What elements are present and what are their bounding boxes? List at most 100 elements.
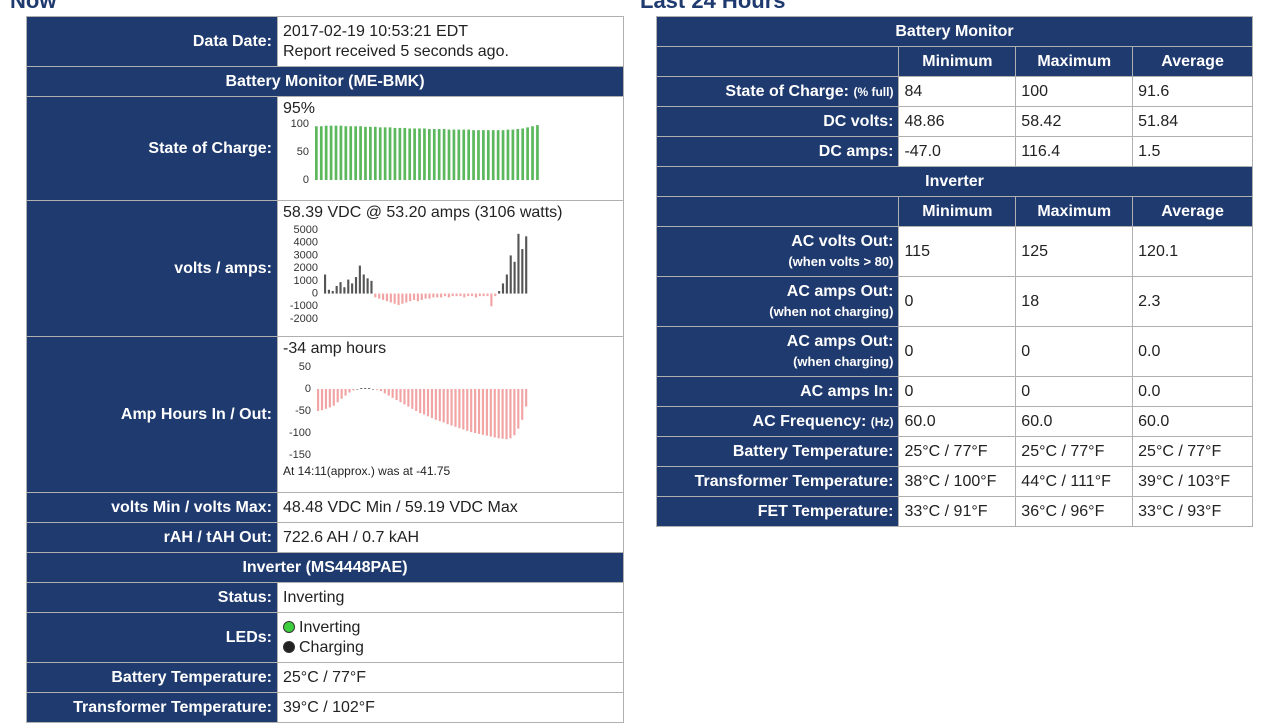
- value-cell: 125: [1015, 226, 1134, 277]
- y-tick-label: 0: [305, 383, 311, 395]
- row-label: State of Charge:: [26, 96, 278, 201]
- column-header: Minimum: [898, 46, 1017, 77]
- bar: [501, 283, 505, 294]
- bar: [344, 389, 347, 396]
- value-cell: -47.0: [898, 136, 1017, 167]
- row-label: AC volts Out: (when volts > 80): [655, 226, 900, 277]
- bar: [450, 389, 453, 426]
- bar: [511, 129, 515, 180]
- bar: [423, 128, 426, 180]
- bar: [531, 126, 534, 180]
- bar: [442, 129, 446, 180]
- row-label: AC amps In:: [655, 376, 900, 407]
- bar: [343, 287, 346, 294]
- bar: [481, 389, 485, 435]
- bar: [339, 125, 343, 180]
- bar: [364, 126, 367, 180]
- y-tick-label: 100: [291, 118, 309, 130]
- bar: [443, 293, 447, 297]
- bar: [368, 388, 371, 389]
- bar: [344, 126, 348, 180]
- bar: [509, 389, 512, 439]
- led-text: Charging: [299, 638, 364, 656]
- value-cell: 60.0: [1132, 406, 1253, 437]
- ah-note: At 14:11(approx.) was at -41.75: [283, 464, 451, 478]
- bar: [462, 389, 465, 430]
- bar: [334, 125, 338, 180]
- bar: [501, 130, 505, 180]
- now-heading: Now: [10, 0, 57, 13]
- value-text: 39°C / 102°F: [283, 698, 375, 716]
- bar: [358, 265, 361, 294]
- column-header: Average: [1132, 196, 1253, 227]
- bar: [426, 389, 430, 417]
- bar: [340, 389, 343, 399]
- column-header: Average: [1132, 46, 1253, 77]
- y-tick-label: -50: [295, 405, 311, 417]
- cell-text: 25°C / 77°F: [1138, 442, 1222, 460]
- value-cell: 60.0: [1015, 406, 1134, 437]
- row-label: volts / amps:: [26, 200, 278, 337]
- bar: [467, 293, 470, 297]
- label-text: AC amps Out:: [786, 282, 894, 300]
- row-label: DC volts:: [655, 106, 900, 137]
- value-cell: 48.48 VDC Min / 59.19 VDC Max: [277, 492, 624, 523]
- value-cell: 51.84: [1132, 106, 1253, 137]
- bar: [383, 389, 386, 394]
- bar: [424, 293, 427, 299]
- bar: [521, 389, 524, 420]
- bar: [438, 389, 441, 422]
- bar: [324, 389, 328, 409]
- row-label: Data Date:: [26, 16, 278, 67]
- bar: [452, 129, 456, 180]
- bar: [324, 274, 327, 294]
- bar: [477, 130, 480, 180]
- bar: [517, 233, 520, 294]
- row-label: Amp Hours In / Out:: [26, 336, 278, 493]
- bar: [505, 389, 508, 440]
- section-header: Battery Monitor: [656, 16, 1253, 47]
- bar: [359, 126, 362, 180]
- column-text: Minimum: [922, 202, 993, 220]
- y-tick-label: -2000: [290, 313, 318, 325]
- value-cell: 0: [898, 276, 1017, 327]
- bar: [462, 129, 466, 180]
- bar: [485, 389, 488, 436]
- bar: [477, 389, 481, 434]
- bar: [352, 389, 355, 391]
- label-text: AC Frequency:: [752, 412, 867, 430]
- label-text: Amp Hours In / Out:: [120, 405, 272, 423]
- cell-text: 0: [1021, 342, 1031, 360]
- bar: [395, 389, 398, 400]
- bar: [454, 389, 457, 427]
- value-cell: 60.0: [898, 406, 1017, 437]
- header-text: Inverter (MS4448PAE): [242, 558, 408, 576]
- value-text: 722.6 AH / 0.7 kAH: [283, 528, 420, 546]
- ah-text: -34 amp hours: [283, 340, 387, 357]
- row-label: Transformer Temperature:: [26, 692, 278, 723]
- bar: [459, 293, 462, 297]
- value-cell: 48.86: [898, 106, 1017, 137]
- bar: [434, 389, 437, 420]
- bar: [442, 389, 445, 423]
- bar: [451, 293, 454, 297]
- bar: [436, 293, 439, 298]
- bar: [521, 249, 524, 294]
- section-header: Inverter (MS4448PAE): [26, 552, 624, 583]
- bar: [378, 293, 381, 299]
- cell-text: 2.3: [1138, 292, 1161, 310]
- row-label: AC Frequency: (Hz): [655, 406, 900, 437]
- bar: [379, 389, 382, 392]
- bar: [347, 279, 350, 294]
- bar: [339, 282, 342, 294]
- header-text: Inverter: [925, 172, 984, 190]
- bar: [397, 293, 400, 306]
- value-text: 48.48 VDC Min / 59.19 VDC Max: [283, 498, 518, 516]
- bar: [437, 129, 441, 180]
- label-text: State of Charge:: [725, 82, 849, 100]
- cell-text: 115: [904, 242, 930, 260]
- bar: [513, 261, 516, 294]
- y-tick-label: -150: [289, 449, 311, 461]
- cell-text: 125: [1021, 242, 1048, 260]
- label-text: AC amps Out:: [786, 332, 894, 350]
